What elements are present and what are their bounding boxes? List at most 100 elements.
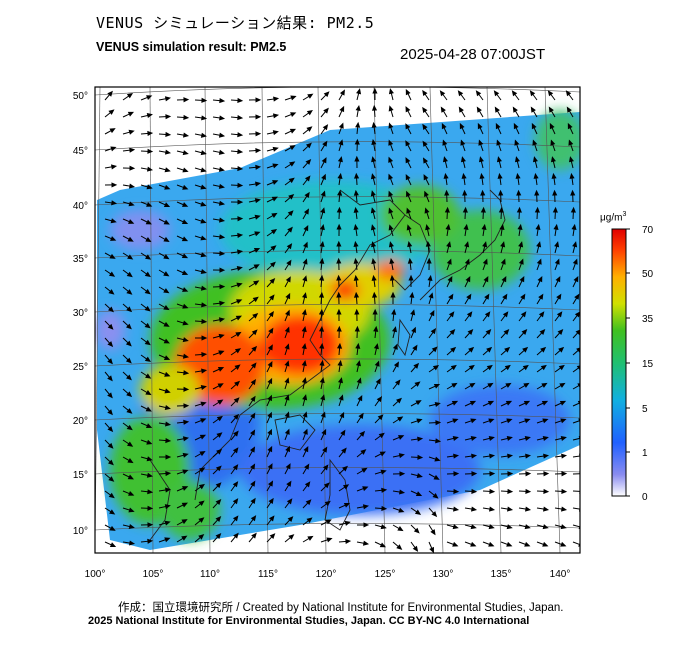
wind-arrow-head	[560, 435, 567, 441]
wind-arrow-head	[542, 418, 549, 424]
colorbar-tick-label: 70	[642, 225, 654, 236]
wind-arrow-head	[425, 240, 431, 247]
wind-arrow-head	[466, 311, 473, 318]
wind-arrow-head	[543, 453, 550, 459]
wind-arrow-head	[433, 474, 440, 480]
title-english: VENUS simulation result: PM2.5	[96, 40, 287, 54]
wind-arrow-head	[145, 373, 152, 379]
wind-arrow-head	[233, 532, 239, 539]
lon-tick-label: 100°	[85, 569, 106, 580]
wind-arrow-head	[128, 129, 135, 135]
wind-arrow-head	[453, 453, 460, 459]
wind-arrow-head	[531, 122, 537, 130]
wind-arrow-head	[127, 474, 134, 480]
wind-arrow-head	[233, 430, 239, 437]
wind-arrow-head	[398, 453, 405, 459]
colorbar-tick-label: 1	[642, 448, 648, 459]
lon-tick-label: 130°	[433, 569, 454, 580]
wind-arrow-head	[200, 201, 207, 207]
lon-tick-label: 135°	[491, 569, 512, 580]
wind-arrow-head	[571, 223, 577, 230]
wind-arrow-head	[453, 506, 460, 512]
colorbar-tick-label: 0	[642, 492, 648, 503]
wind-arrow-head	[249, 446, 256, 453]
wind-arrow-head	[450, 346, 457, 353]
wind-arrow-head	[573, 275, 579, 283]
wind-arrow-head	[516, 206, 522, 213]
wind-arrow-head	[236, 266, 243, 272]
wind-arrow-head	[127, 458, 134, 464]
wind-arrow-head	[286, 259, 292, 266]
wind-arrow	[572, 420, 580, 424]
wind-arrow-head	[304, 191, 310, 199]
wind-arrow-head	[561, 506, 568, 512]
wind-arrow-head	[505, 400, 513, 406]
wind-arrow-head	[405, 106, 411, 113]
wind-arrow-head	[164, 184, 171, 190]
wind-arrow-head	[551, 172, 557, 179]
wind-arrow-head	[361, 467, 368, 473]
wind-arrow-head	[201, 318, 208, 325]
wind-arrow-head	[200, 235, 207, 241]
wind-arrow-head	[538, 293, 544, 300]
wind-arrow-head	[576, 347, 580, 353]
wind-arrow-head	[319, 257, 325, 264]
wind-arrow-head	[301, 342, 307, 350]
wind-arrow-head	[391, 308, 397, 315]
wind-arrow-head	[554, 258, 560, 265]
wind-arrow-head	[405, 88, 411, 96]
lat-tick-label: 50°	[73, 91, 88, 102]
wind-arrow-head	[218, 149, 225, 155]
wind-arrow-head	[353, 257, 359, 264]
wind-arrow-head	[358, 412, 364, 419]
wind-arrow-head	[555, 275, 561, 283]
wind-arrow-head	[568, 156, 574, 163]
wind-arrow-head	[469, 382, 476, 388]
lat-tick-label: 35°	[73, 254, 88, 265]
wind-arrow-head	[488, 435, 495, 441]
wind-arrow-head	[448, 311, 455, 318]
wind-arrow-head	[147, 148, 154, 154]
wind-arrow-head	[268, 497, 274, 505]
wind-arrow-head	[417, 436, 424, 442]
wind-arrow-head	[236, 299, 243, 304]
wind-arrow-head	[107, 341, 114, 348]
wind-arrow-head	[519, 275, 525, 283]
wind-arrow-head	[182, 303, 189, 309]
wind-arrow-head	[444, 189, 450, 196]
wind-arrow-head	[286, 243, 293, 250]
wind-arrow-head	[200, 401, 207, 407]
wind-arrow-head	[557, 329, 564, 335]
wind-arrow-head	[534, 206, 540, 213]
wind-arrow-head	[446, 258, 452, 265]
wind-arrow-head	[489, 471, 496, 477]
wind-arrow-head	[355, 104, 361, 112]
wind-arrow-head	[182, 150, 189, 156]
wind-arrow-head	[199, 434, 207, 440]
wind-arrow-head	[422, 140, 428, 147]
wind-arrow-head	[465, 275, 471, 283]
wind-arrow-head	[362, 504, 370, 510]
wind-arrow-head	[218, 183, 225, 189]
wind-arrow-head	[405, 140, 411, 147]
wind-arrow-head	[488, 524, 495, 530]
wind-arrow-head	[341, 447, 347, 454]
wind-arrow-head	[398, 435, 405, 440]
wind-arrow-head	[183, 419, 190, 425]
wind-arrow-head	[107, 442, 114, 449]
wind-arrow-head	[146, 439, 153, 445]
wind-arrow-head	[252, 296, 259, 303]
wind-arrow-head	[267, 377, 273, 385]
wind-arrow-head	[460, 139, 466, 146]
wind-arrow-head	[422, 123, 428, 130]
wind-arrow-head	[232, 498, 239, 505]
wind-arrow-head	[470, 524, 477, 530]
wind-arrow-head	[377, 414, 384, 421]
wind-arrow-head	[237, 199, 244, 205]
wind-arrow-head	[250, 515, 257, 522]
wind-arrow-head	[269, 261, 276, 268]
pm25-field	[95, 110, 580, 550]
wind-arrow-head	[484, 311, 491, 318]
wind-arrow-head	[470, 418, 477, 424]
wind-arrow-head	[406, 190, 411, 198]
